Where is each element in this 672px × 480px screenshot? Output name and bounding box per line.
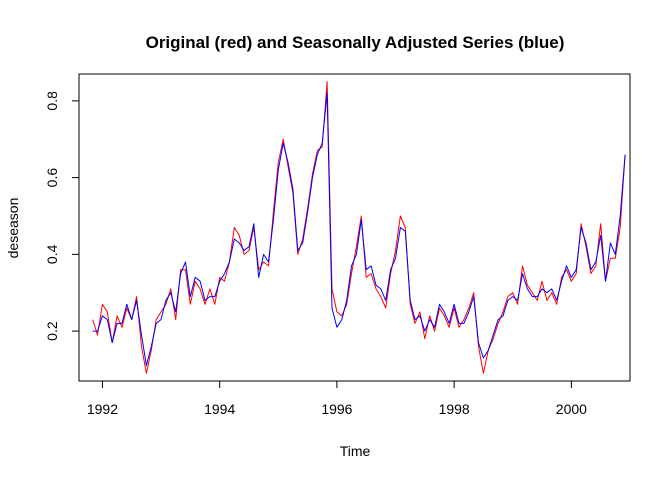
y-tick-label: 0.6 bbox=[44, 168, 60, 188]
x-axis-label: Time bbox=[340, 443, 371, 459]
y-tick-label: 0.4 bbox=[44, 244, 60, 264]
x-tick-label: 1992 bbox=[87, 401, 118, 417]
chart-title: Original (red) and Seasonally Adjusted S… bbox=[146, 33, 565, 52]
y-tick-label: 0.8 bbox=[44, 91, 60, 111]
series-layer bbox=[92, 81, 626, 374]
x-axis: 1992 1994 1996 1998 2000 bbox=[87, 380, 587, 417]
y-axis-label: deseason bbox=[5, 198, 21, 259]
plot-frame bbox=[78, 73, 631, 382]
series-line-2 bbox=[92, 92, 626, 367]
series-line-1 bbox=[92, 81, 626, 374]
y-axis: 0.2 0.4 0.6 0.8 bbox=[44, 91, 80, 341]
y-tick-label: 0.2 bbox=[44, 321, 60, 341]
x-tick-label: 2000 bbox=[556, 401, 587, 417]
x-tick-label: 1998 bbox=[439, 401, 470, 417]
x-tick-label: 1996 bbox=[321, 401, 352, 417]
x-tick-label: 1994 bbox=[204, 401, 235, 417]
